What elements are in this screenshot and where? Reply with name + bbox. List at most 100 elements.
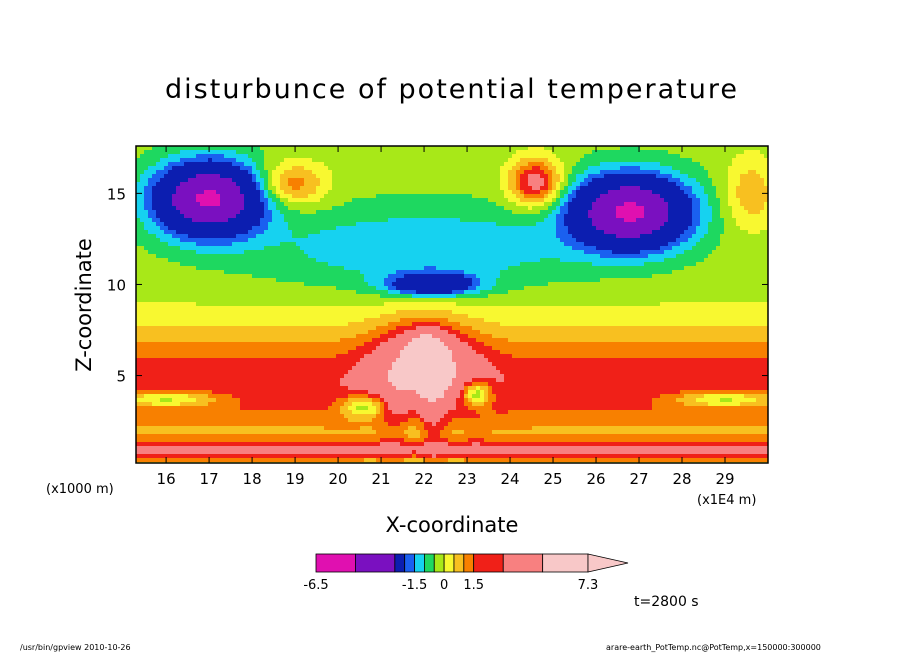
contour-cell [240, 270, 245, 275]
contour-cell [212, 262, 217, 267]
contour-cell [356, 398, 361, 403]
contour-cell [244, 426, 249, 431]
contour-cell [292, 162, 297, 167]
contour-cell [316, 166, 321, 171]
contour-cell [344, 322, 349, 327]
contour-cell [172, 390, 177, 395]
contour-cell [244, 306, 249, 311]
contour-cell [220, 274, 225, 279]
contour-cell [308, 386, 313, 391]
contour-cell [228, 246, 233, 251]
contour-cell [336, 422, 341, 427]
contour-cell [288, 234, 293, 239]
contour-cell [196, 254, 201, 259]
contour-cell [204, 394, 209, 399]
contour-cell [380, 162, 385, 167]
contour-cell [200, 162, 205, 167]
contour-cell [196, 302, 201, 307]
contour-cell [288, 202, 293, 207]
contour-cell [280, 178, 285, 183]
contour-cell [164, 350, 169, 355]
contour-cell [380, 302, 385, 307]
contour-cell [168, 246, 173, 251]
contour-cell [212, 354, 217, 359]
contour-cell [288, 226, 293, 231]
contour-cell [184, 382, 189, 387]
contour-cell [144, 182, 149, 187]
contour-cell [156, 374, 161, 379]
contour-cell [248, 374, 253, 379]
contour-cell [288, 326, 293, 331]
contour-cell [248, 302, 253, 307]
contour-cell [296, 170, 301, 175]
contour-cell [260, 226, 265, 231]
contour-cell [148, 266, 153, 271]
contour-cell [244, 302, 249, 307]
contour-cell [364, 150, 369, 155]
contour-cell [280, 238, 285, 243]
contour-cell [264, 414, 269, 419]
contour-cell [364, 198, 369, 203]
contour-cell [364, 258, 369, 263]
contour-cell [296, 294, 301, 299]
contour-cell [296, 186, 301, 191]
contour-cell [364, 330, 369, 335]
contour-cell [188, 274, 193, 279]
contour-cell [136, 314, 141, 319]
contour-cell [180, 454, 185, 459]
contour-cell [304, 306, 309, 311]
contour-cell [284, 454, 289, 459]
contour-cell [356, 334, 361, 339]
contour-cell [200, 354, 205, 359]
contour-cell [368, 246, 373, 251]
contour-cell [172, 186, 177, 191]
contour-cell [196, 438, 201, 443]
contour-cell [260, 258, 265, 263]
contour-cell [320, 394, 325, 399]
contour-cell [232, 430, 237, 435]
contour-cell [188, 202, 193, 207]
contour-cell [200, 170, 205, 175]
contour-cell [360, 234, 365, 239]
contour-cell [316, 246, 321, 251]
contour-cell [276, 382, 281, 387]
contour-cell [356, 350, 361, 355]
contour-cell [160, 206, 165, 211]
contour-cell [272, 410, 277, 415]
contour-cell [300, 214, 305, 219]
contour-cell [168, 234, 173, 239]
contour-cell [248, 414, 253, 419]
contour-cell [244, 326, 249, 331]
contour-cell [288, 254, 293, 259]
contour-cell [292, 306, 297, 311]
contour-cell [252, 454, 257, 459]
contour-cell [340, 398, 345, 403]
contour-cell [348, 238, 353, 243]
contour-cell [232, 278, 237, 283]
contour-cell [272, 402, 277, 407]
contour-cell [288, 274, 293, 279]
contour-cell [200, 238, 205, 243]
contour-cell [160, 402, 165, 407]
contour-cell [376, 398, 381, 403]
contour-cell [300, 238, 305, 243]
contour-cell [176, 282, 181, 287]
contour-cell [252, 266, 257, 271]
contour-cell [292, 358, 297, 363]
contour-cell [248, 338, 253, 343]
contour-cell [272, 318, 277, 323]
contour-cell [172, 414, 177, 419]
contour-cell [140, 290, 145, 295]
contour-cell [320, 206, 325, 211]
contour-cell [180, 418, 185, 423]
contour-cell [220, 182, 225, 187]
contour-cell [208, 294, 213, 299]
contour-cell [312, 198, 317, 203]
contour-cell [228, 146, 233, 151]
contour-cell [380, 398, 385, 403]
contour-cell [192, 298, 197, 303]
contour-cell [240, 286, 245, 291]
contour-cell [364, 218, 369, 223]
contour-cell [356, 382, 361, 387]
contour-cell [348, 150, 353, 155]
